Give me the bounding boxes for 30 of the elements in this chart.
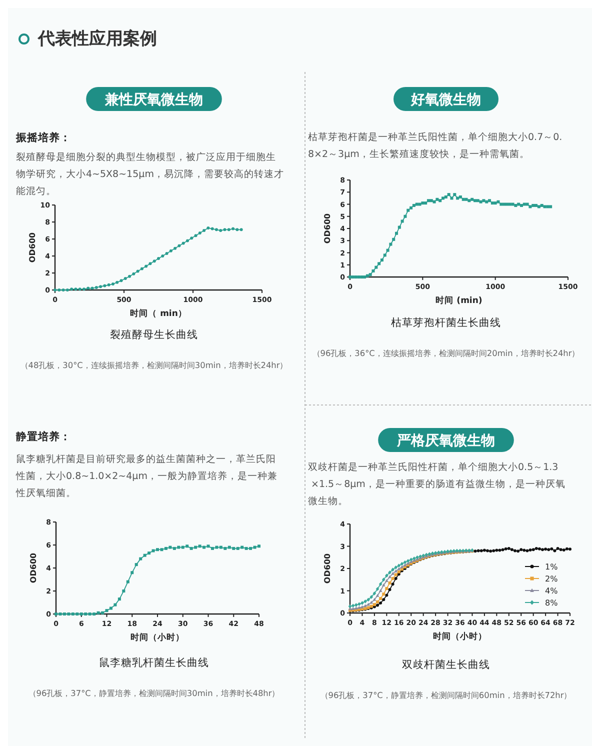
chart-subtitle: 枯草芽孢杆菌是一种革兰氏阳性菌，单个细胞大小0.7～0.8×2～3μm，生长繁殖速度较快，是一种需氧菌。 (308, 131, 562, 160)
text: 代表性应用案例 (37, 28, 157, 49)
chart-subtitle: 双歧杆菌是一种革兰氏阳性杆菌，单个细胞大小0.5～1.3 ×1.5～8μm，是一种重要的肠道有益微生物，是一种厌氧微生物。 (308, 461, 566, 507)
text: 鼠李糖乳杆菌生长曲线 (99, 656, 209, 669)
text: （96孔板，36°C，连续振摇培养，检测间隔时间20min，培养时长24hr） (312, 348, 580, 358)
text: 严格厌氧微生物 (396, 433, 495, 449)
text: 双歧杆菌生长曲线 (402, 658, 490, 671)
x-axis-title: 时间（ min） (130, 308, 187, 319)
chart-subtitle: 裂殖酵母是细胞分裂的典型生物模型，被广泛应用于细胞生物学研究，大小4~5X8~15μm，易沉降，需要较高的转速才能混匀。 (16, 151, 284, 197)
y-axis-title: OD600 (323, 212, 332, 244)
x-axis-title: 时间 (min) (436, 295, 482, 306)
legend-label: 8% (545, 598, 558, 608)
x-axis-title: 时间（小时） (433, 631, 487, 642)
text: 兼性厌氧微生物 (104, 92, 203, 108)
y-axis-title: OD600 (28, 232, 37, 263)
text: （96孔板，37°C，静置培养，检测间隔时间30min，培养时长48hr） (28, 688, 280, 698)
text: 静置培养： (15, 430, 71, 443)
x-axis-title: 时间（小时） (130, 632, 184, 643)
y-axis-title: OD600 (323, 552, 332, 584)
text: 裂殖酵母生长曲线 (110, 328, 198, 341)
legend-label: 2% (545, 574, 558, 584)
legend-label: 4% (545, 586, 558, 596)
text: （48孔板，30°C，连续振摇培养，检测间隔时间30min，培养时长24hr） (20, 360, 288, 370)
y-axis-title: OD600 (29, 552, 38, 584)
legend-label: 1% (545, 562, 558, 572)
text: 好氧微生物 (410, 92, 481, 108)
chart-subtitle: 鼠李糖乳杆菌是目前研究最多的益生菌菌种之一，革兰氏阳性菌，大小0.8~1.0×2~4μm，一般为静置培养，是一种兼性厌氧细菌。 (15, 453, 278, 499)
text: 振摇培养： (15, 131, 71, 144)
text: （96孔板，37°C，静置培养，检测间隔时间60min，培养时长72hr） (320, 690, 572, 700)
text: 枯草芽孢杆菌生长曲线 (391, 316, 501, 329)
